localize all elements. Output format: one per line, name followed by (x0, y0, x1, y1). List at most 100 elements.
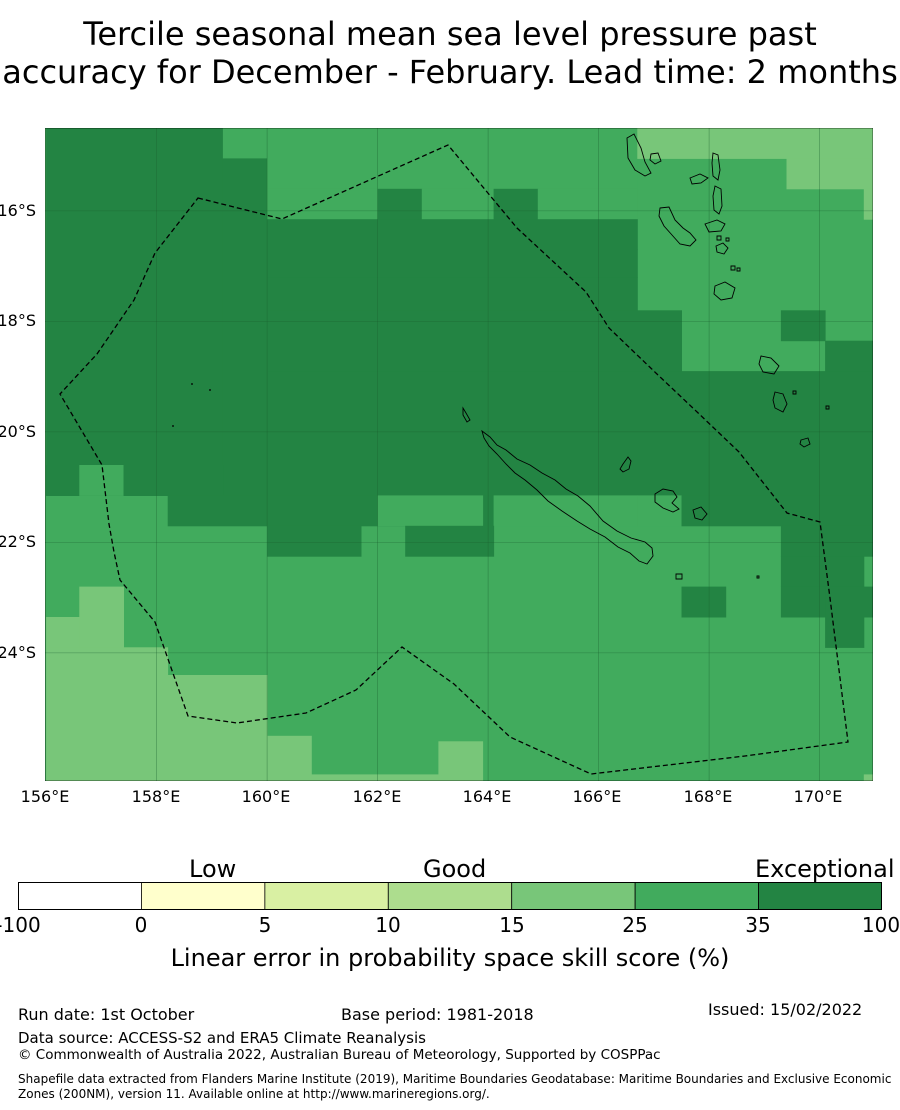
colorbar-tick: 35 (745, 913, 771, 937)
coastlines (172, 133, 830, 580)
skill-map-canvas (45, 128, 873, 781)
aneityum-coast (799, 437, 811, 448)
skill-cell (825, 340, 873, 372)
colorbar-word-low: Low (189, 855, 237, 883)
colorbar-tick: 100 (861, 913, 900, 937)
skill-cell (637, 128, 873, 159)
skill-cell (267, 188, 379, 220)
colorbar-frame (18, 882, 882, 910)
skill-cell (438, 741, 484, 781)
aniwa-coast (792, 390, 797, 395)
skill-cell (267, 371, 873, 496)
skill-cell (377, 495, 484, 527)
skill-cell (863, 774, 873, 781)
shepherd-islands-coast (716, 235, 730, 242)
colorbar-tick: -100 (0, 913, 41, 937)
colorbar-label: Linear error in probability space skill … (170, 944, 730, 972)
skill-cell (46, 647, 169, 676)
shapefile-credit: Shapefile data extracted from Flanders M… (18, 1072, 892, 1101)
lat-label-22s: 22°S (0, 532, 36, 551)
mare-coast (692, 506, 708, 521)
lon-label-158e: 158°E (131, 787, 181, 806)
skill-cell (537, 188, 638, 220)
skill-cell (786, 158, 873, 190)
matthew-island-coast (756, 575, 760, 579)
gaua-coast (711, 152, 721, 181)
colorbar-segment (264, 882, 389, 910)
efate-coast (713, 281, 736, 301)
colorbar-tick: 10 (375, 913, 401, 937)
colorbar-segment (511, 882, 636, 910)
lat-label-18s: 18°S (0, 311, 36, 330)
skill-cell (79, 586, 124, 648)
skill-cell (780, 310, 826, 342)
skill-cell (267, 277, 638, 311)
skill-cell (825, 617, 865, 648)
skill-cell (780, 556, 865, 588)
chart-title-line-2: accuracy for December - February. Lead t… (2, 53, 898, 91)
colorbar-tick: 5 (258, 913, 272, 937)
erromango-coast (758, 355, 780, 375)
lifou-coast (654, 488, 680, 513)
issued-date: Issued: 15/02/2022 (708, 1000, 863, 1019)
belep-coast (462, 406, 471, 423)
chesterfield-coast (172, 383, 211, 427)
maewo-coast (712, 185, 723, 215)
skill-cell (267, 128, 638, 190)
base-period: Base period: 1981-2018 (341, 1005, 534, 1024)
colorbar-segment (18, 882, 142, 910)
skill-cell (222, 128, 268, 159)
ambae-coast (689, 173, 709, 185)
skill-cell (46, 128, 224, 496)
colorbar-word-exceptional: Exceptional (755, 855, 895, 883)
skill-cell (267, 525, 362, 557)
epi-coast (715, 242, 729, 255)
skill-cell (582, 249, 638, 278)
skill-cell (267, 310, 682, 372)
skill-cell (377, 188, 423, 220)
skill-cell (311, 774, 439, 781)
lon-label-160e: 160°E (241, 787, 291, 806)
malakula-coast (658, 206, 697, 247)
ambrym-coast (704, 219, 726, 233)
copyright-notice: © Commonwealth of Australia 2022, Austra… (18, 1047, 661, 1063)
ouvea-coast (619, 456, 632, 473)
skill-cell (46, 465, 80, 496)
lon-label-164e: 164°E (462, 787, 512, 806)
colorbar-segment (387, 882, 513, 910)
espiritu-santo-coast (626, 133, 652, 177)
chart-title-line-1: Tercile seasonal mean sea level pressure… (83, 15, 817, 53)
emae-coast (730, 265, 741, 272)
colorbar (18, 882, 882, 910)
colorbar-segments (18, 882, 882, 910)
colorbar-tick: 15 (499, 913, 525, 937)
colorbar-segment (758, 882, 882, 910)
lon-label-168e: 168°E (683, 787, 733, 806)
skill-cell (267, 249, 583, 278)
malo-coast (649, 152, 662, 165)
skill-cell (79, 465, 124, 496)
run-date: Run date: 1st October (18, 1005, 195, 1024)
colorbar-segment (634, 882, 759, 910)
lon-label-166e: 166°E (572, 787, 622, 806)
skill-cell (123, 465, 224, 496)
futuna-coast (825, 405, 830, 410)
colorbar-tick: 25 (622, 913, 648, 937)
skill-cell (493, 495, 638, 527)
lat-label-20s: 20°S (0, 422, 36, 441)
new-caledonia-coast (481, 429, 654, 565)
lon-label-162e: 162°E (352, 787, 402, 806)
data-source: Data source: ACCESS-S2 and ERA5 Climate … (18, 1029, 426, 1047)
lon-label-156e: 156°E (20, 787, 70, 806)
skill-cell (780, 525, 873, 557)
skill-cell (863, 188, 873, 220)
tanna-coast (772, 391, 788, 413)
skill-map (45, 128, 873, 781)
lon-label-170e: 170°E (793, 787, 843, 806)
skill-cell (825, 586, 873, 618)
colorbar-segment (141, 882, 266, 910)
skill-cell (493, 188, 539, 220)
skill-cell (405, 525, 495, 557)
lat-label-16s: 16°S (0, 201, 36, 220)
graticule (45, 128, 873, 781)
